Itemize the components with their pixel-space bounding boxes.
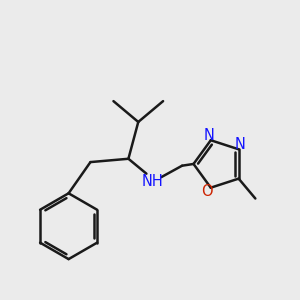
Text: O: O [201,184,212,199]
Text: NH: NH [142,174,164,189]
Text: N: N [235,137,246,152]
Text: N: N [204,128,214,143]
